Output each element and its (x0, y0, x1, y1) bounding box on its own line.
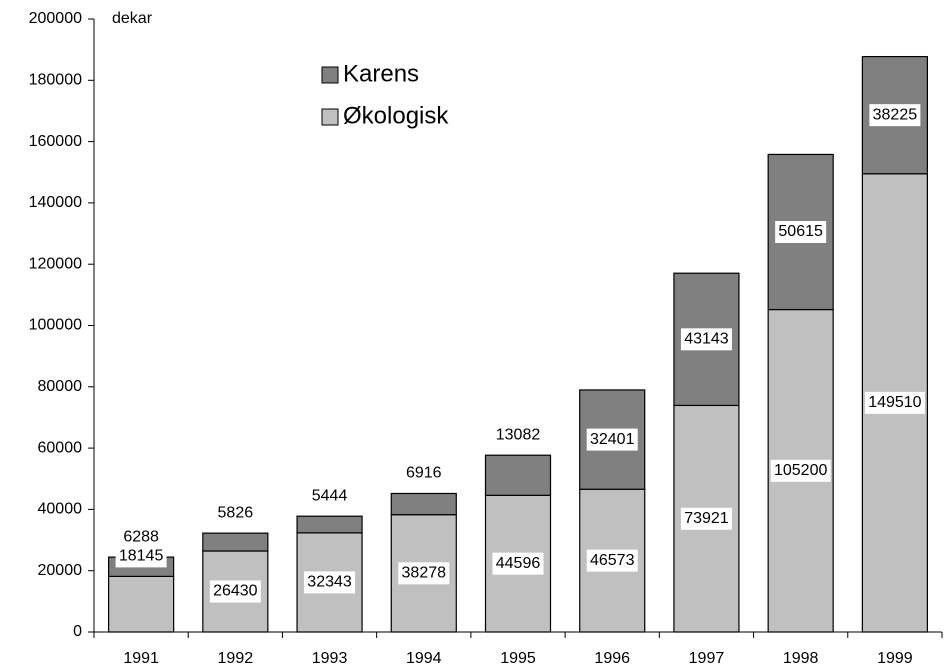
y-tick-label: 0 (73, 623, 82, 640)
y-tick-label: 100000 (29, 317, 82, 334)
data-label-bg (770, 459, 831, 482)
y-tick-label: 160000 (29, 133, 82, 150)
x-tick-label: 1999 (877, 650, 913, 667)
data-label: 46573 (590, 552, 635, 569)
x-tick-label: 1993 (312, 650, 348, 667)
bar-segment (108, 575, 175, 633)
data-label: 26430 (213, 583, 258, 600)
bar-segment (390, 492, 457, 516)
data-label-bg (304, 571, 356, 594)
x-tick-label: 1994 (406, 650, 442, 667)
y-tick-label: 140000 (29, 194, 82, 211)
legend-swatch (321, 108, 339, 126)
y-tick-label: 180000 (29, 72, 82, 89)
y-tick-label: 40000 (38, 501, 83, 518)
data-label-bg (864, 391, 925, 414)
data-label: 38278 (402, 565, 447, 582)
y-tick-label: 60000 (38, 439, 83, 456)
data-label: 38225 (873, 106, 918, 123)
data-label-bg (209, 580, 261, 603)
bar-segment (202, 532, 269, 552)
x-tick-label: 1998 (783, 650, 819, 667)
data-label-bg (680, 328, 732, 351)
x-tick-label: 1996 (594, 650, 630, 667)
data-label-bg (402, 462, 445, 485)
data-label-bg (680, 507, 732, 530)
data-label-bg (586, 428, 638, 451)
data-label: 13082 (496, 426, 541, 443)
data-label: 5826 (218, 504, 254, 521)
data-label-bg (492, 552, 544, 575)
data-label: 73921 (684, 510, 729, 527)
x-tick-label: 1992 (218, 650, 254, 667)
data-label: 32401 (590, 431, 635, 448)
x-tick-label: 1997 (689, 650, 725, 667)
data-label-bg (214, 502, 257, 525)
legend-swatch (321, 66, 339, 84)
data-label: 149510 (868, 394, 921, 411)
x-tick-label: 1995 (500, 650, 536, 667)
x-tick-label: 1991 (123, 650, 159, 667)
legend-text: Økologisk (343, 102, 449, 129)
data-label-bg (398, 562, 450, 585)
data-label-bg (775, 220, 827, 243)
y-tick-label: 200000 (29, 10, 82, 27)
y-axis-label: dekar (112, 10, 153, 27)
data-label: 43143 (684, 331, 729, 348)
data-label: 6916 (406, 465, 442, 482)
data-label: 105200 (774, 462, 827, 479)
y-tick-label: 120000 (29, 255, 82, 272)
legend-text: Karens (343, 60, 419, 87)
data-label-bg (492, 424, 544, 447)
data-label-bg (115, 545, 167, 568)
y-tick-label: 80000 (38, 378, 83, 395)
data-label-bg (120, 526, 163, 549)
data-label-bg (869, 104, 921, 127)
bar-segment (484, 454, 552, 496)
data-label-bg (308, 485, 351, 508)
data-label: 5444 (312, 487, 348, 504)
data-label: 50615 (778, 223, 823, 240)
data-label: 32343 (307, 574, 352, 591)
data-label: 44596 (496, 555, 541, 572)
y-tick-label: 20000 (38, 562, 83, 579)
data-label: 6288 (123, 528, 159, 545)
bar-segment (296, 515, 363, 534)
data-label-bg (586, 549, 638, 572)
data-label: 18145 (119, 548, 164, 565)
